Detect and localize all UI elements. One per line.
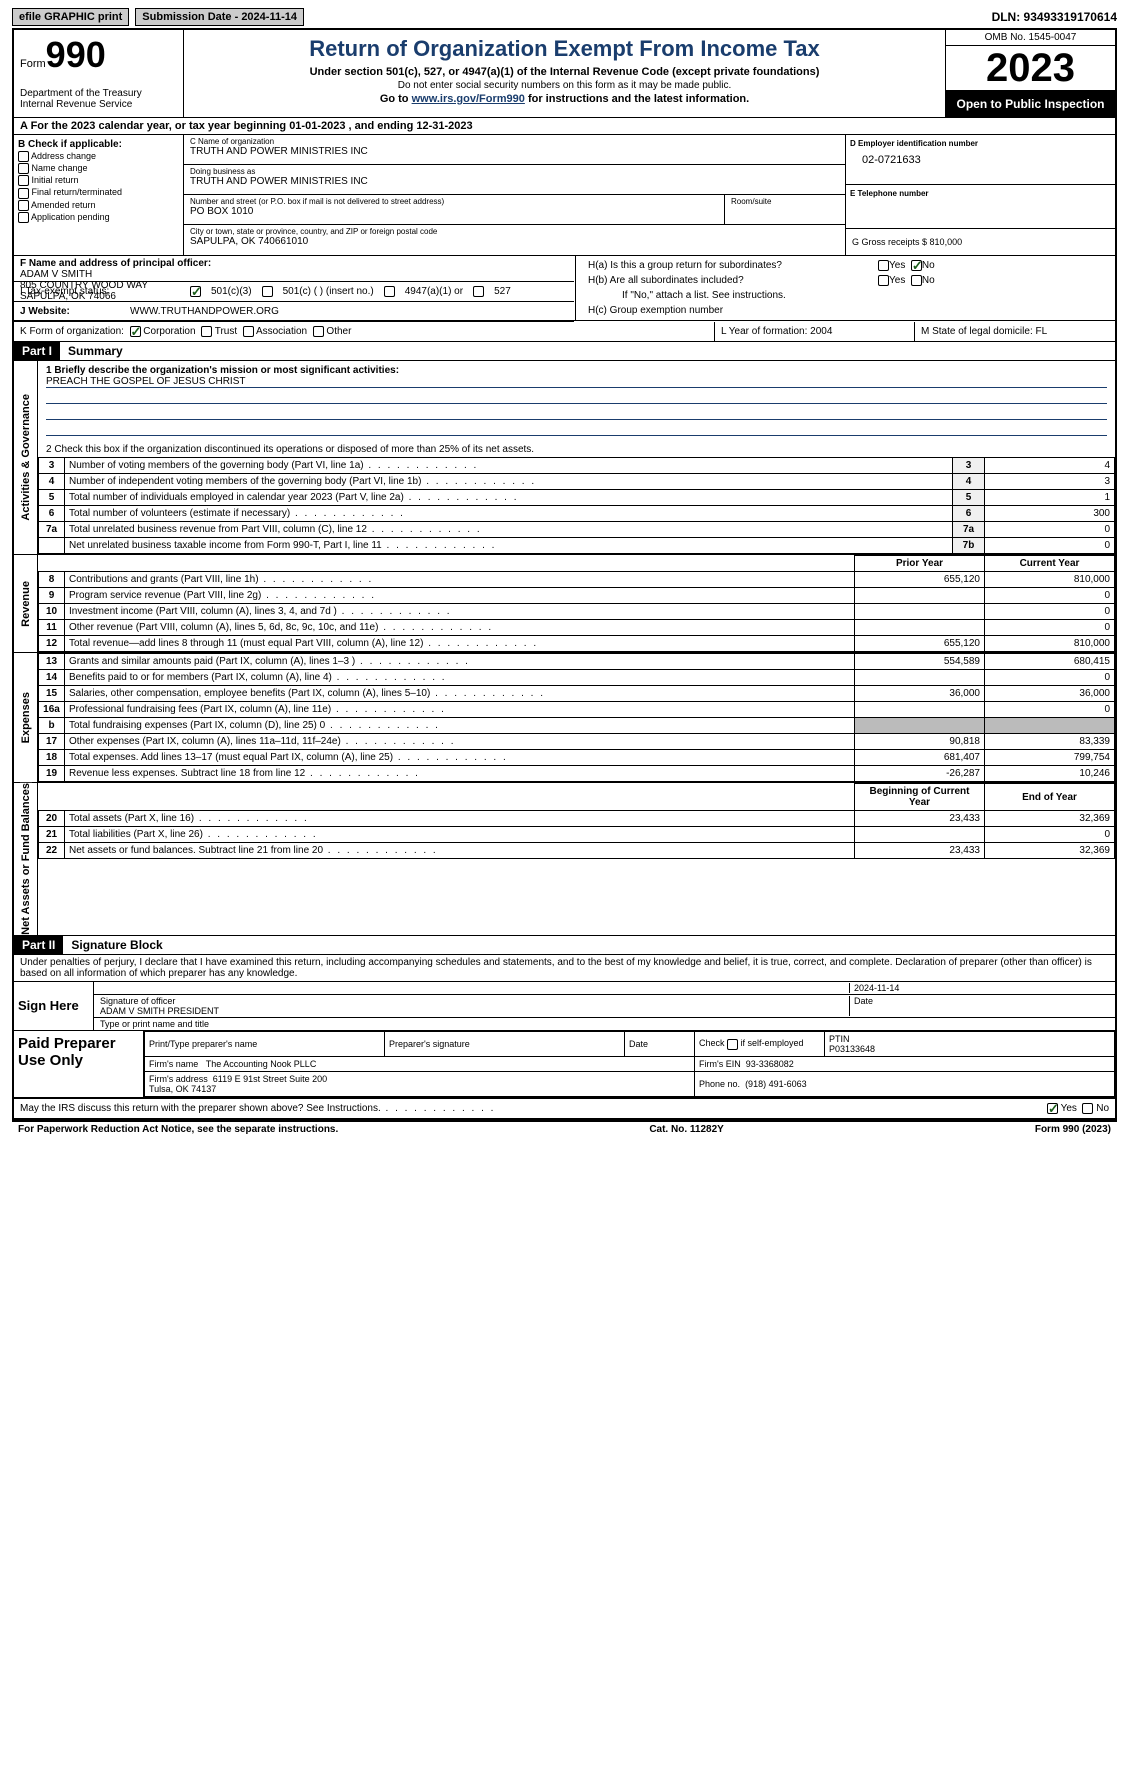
state-domicile: M State of legal domicile: FL	[915, 322, 1115, 341]
side-expenses: Expenses	[20, 692, 32, 743]
cb-other[interactable]	[313, 326, 324, 337]
submission-date: Submission Date - 2024-11-14	[135, 8, 304, 26]
street: PO BOX 1010	[190, 206, 718, 217]
efile-print-button[interactable]: efile GRAPHIC print	[12, 8, 129, 26]
dln-label: DLN: 93493319170614	[992, 10, 1117, 24]
side-revenue: Revenue	[20, 581, 32, 627]
cb-527[interactable]	[473, 286, 484, 297]
cb-discuss-no[interactable]	[1082, 1103, 1093, 1114]
city-state: SAPULPA, OK 740661010	[190, 236, 839, 247]
cb-assoc[interactable]	[243, 326, 254, 337]
firm-name: The Accounting Nook PLLC	[206, 1059, 317, 1069]
cb-4947[interactable]	[384, 286, 395, 297]
cb-trust[interactable]	[201, 326, 212, 337]
firm-phone: (918) 491-6063	[745, 1079, 807, 1089]
year-formation: L Year of formation: 2004	[715, 322, 915, 341]
cb-hb-yes[interactable]	[878, 275, 889, 286]
part2-header: Part II	[14, 936, 63, 954]
cb-name-change[interactable]	[18, 163, 29, 174]
cb-final[interactable]	[18, 188, 29, 199]
cb-self-employed[interactable]	[727, 1039, 738, 1050]
org-name: TRUTH AND POWER MINISTRIES INC	[190, 146, 839, 157]
dba: TRUTH AND POWER MINISTRIES INC	[190, 176, 839, 187]
penalty-text: Under penalties of perjury, I declare th…	[14, 955, 1115, 982]
form-title: Return of Organization Exempt From Incom…	[184, 30, 945, 117]
cb-discuss-yes[interactable]	[1047, 1103, 1058, 1114]
cb-amended[interactable]	[18, 200, 29, 211]
tax-period: A For the 2023 calendar year, or tax yea…	[14, 118, 1115, 135]
cb-address-change[interactable]	[18, 151, 29, 162]
cb-ha-yes[interactable]	[878, 260, 889, 271]
gross-receipts: 810,000	[930, 237, 963, 247]
firm-ein: 93-3368082	[746, 1059, 794, 1069]
footer-mid: Cat. No. 11282Y	[649, 1124, 723, 1135]
cb-corp[interactable]	[130, 326, 141, 337]
cb-501c3[interactable]	[190, 286, 201, 297]
sign-here-label: Sign Here	[14, 982, 94, 1030]
year-box: OMB No. 1545-0047 2023 Open to Public In…	[945, 30, 1115, 117]
cb-pending[interactable]	[18, 212, 29, 223]
cb-ha-no[interactable]	[911, 260, 922, 271]
form-id-cell: Form990 Department of the Treasury Inter…	[14, 30, 184, 117]
part1-header: Part I	[14, 342, 60, 360]
tax-status-label: I Tax-exempt status:	[14, 282, 184, 301]
website-url: WWW.TRUTHANDPOWER.ORG	[124, 302, 574, 321]
paid-preparer-label: Paid Preparer Use Only	[14, 1031, 144, 1097]
side-governance: Activities & Governance	[20, 394, 32, 521]
irs-link[interactable]: www.irs.gov/Form990	[412, 93, 525, 105]
footer-left: For Paperwork Reduction Act Notice, see …	[18, 1124, 338, 1135]
ptin: P03133648	[829, 1044, 875, 1054]
officer-name: ADAM V SMITH PRESIDENT	[100, 1006, 219, 1016]
cb-501c[interactable]	[262, 286, 273, 297]
footer-right: Form 990 (2023)	[1035, 1124, 1111, 1135]
cb-initial[interactable]	[18, 175, 29, 186]
box-b: B Check if applicable: Address change Na…	[14, 135, 184, 255]
ein: 02-0721633	[850, 148, 1111, 166]
cb-hb-no[interactable]	[911, 275, 922, 286]
side-netassets: Net Assets or Fund Balances	[20, 783, 32, 935]
dept-label: Department of the Treasury Internal Reve…	[20, 88, 177, 110]
mission-text: PREACH THE GOSPEL OF JESUS CHRIST	[46, 376, 1107, 388]
